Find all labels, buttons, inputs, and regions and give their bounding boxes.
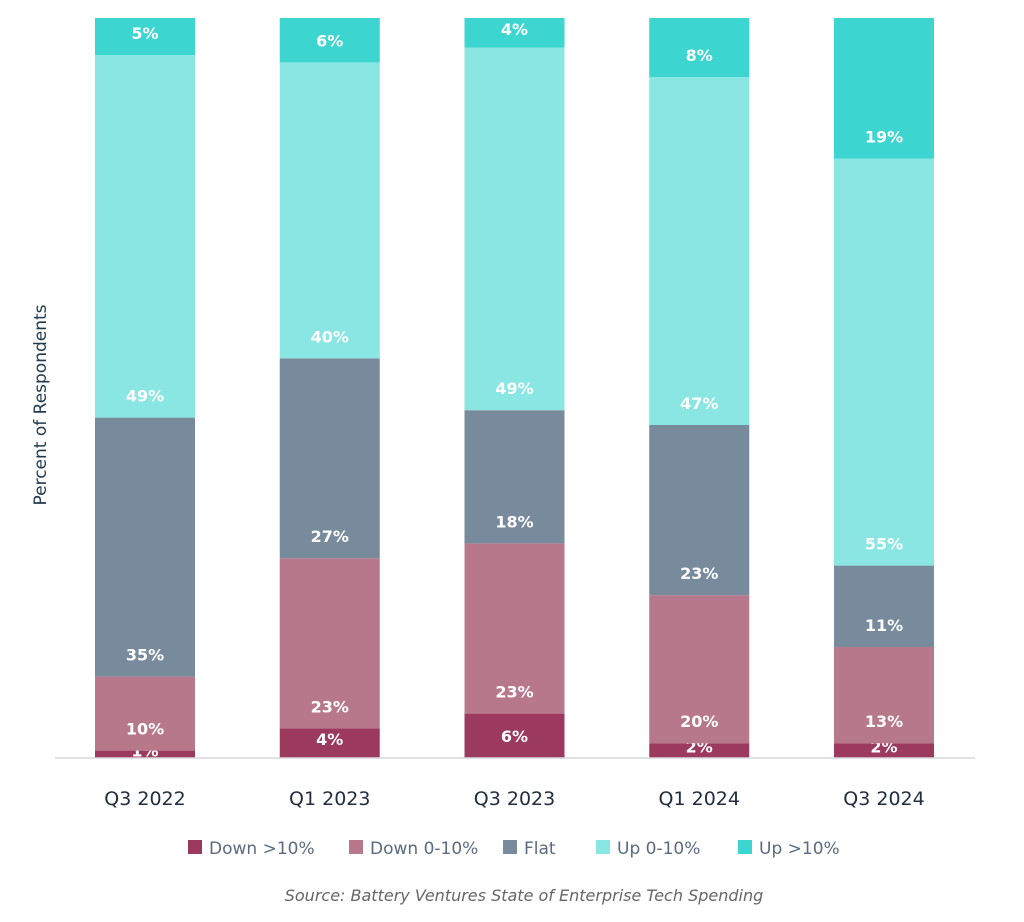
source-note: Source: Battery Ventures State of Enterp… xyxy=(285,886,764,905)
bar-segment xyxy=(95,18,195,55)
bar-segment xyxy=(464,18,565,48)
legend-swatch xyxy=(349,840,363,854)
bar-segment xyxy=(279,558,380,729)
data-label: 6% xyxy=(501,727,528,746)
x-tick-label: Q3 2024 xyxy=(843,788,924,810)
data-label: 4% xyxy=(501,20,528,39)
data-label: 40% xyxy=(311,327,349,346)
data-label: 49% xyxy=(495,379,533,398)
data-label: 5% xyxy=(131,24,158,43)
data-label: 6% xyxy=(316,31,343,50)
bar-segment xyxy=(464,410,565,544)
bar-segment xyxy=(95,676,195,751)
x-tick-label: Q3 2022 xyxy=(104,788,185,810)
bar-segment xyxy=(834,158,934,566)
bar-segment xyxy=(834,565,934,647)
legend-swatch xyxy=(503,840,517,854)
legend-entry: Up 0-10% xyxy=(617,839,700,859)
data-label: 18% xyxy=(495,512,533,531)
data-label: 35% xyxy=(126,646,164,665)
data-label: 4% xyxy=(316,730,343,749)
bar-segment xyxy=(279,728,380,758)
bar-segment xyxy=(834,647,934,744)
data-label: 8% xyxy=(686,46,713,65)
bar-segment xyxy=(649,743,750,758)
x-tick-label: Q1 2023 xyxy=(289,788,370,810)
data-label: 47% xyxy=(680,394,718,413)
data-label: 23% xyxy=(680,564,718,583)
legend-entry: Flat xyxy=(524,839,556,859)
bar-segment xyxy=(834,743,934,758)
bar-segment xyxy=(279,18,380,63)
legend-swatch xyxy=(188,840,202,854)
bar-segment xyxy=(464,543,565,714)
bar-segment xyxy=(649,425,750,596)
bar-segment xyxy=(649,77,750,425)
data-label: 20% xyxy=(680,712,718,731)
data-label: 55% xyxy=(865,535,903,554)
data-label: 11% xyxy=(865,616,903,635)
bar-segment xyxy=(95,750,195,758)
bar-segment xyxy=(464,47,565,411)
legend-swatch xyxy=(738,840,752,854)
y-axis-label: Percent of Respondents xyxy=(31,304,51,505)
x-tick-label: Q3 2023 xyxy=(474,788,555,810)
legend-entry: Down 0-10% xyxy=(370,839,478,859)
data-label: 23% xyxy=(311,697,349,716)
x-tick-label: Q1 2024 xyxy=(659,788,740,810)
bar-segment xyxy=(834,18,934,159)
data-label: 19% xyxy=(865,128,903,147)
bar-segment xyxy=(649,595,750,744)
data-label: 49% xyxy=(126,387,164,406)
bar-segment xyxy=(279,358,380,559)
bar-segment xyxy=(95,55,195,418)
data-label: 13% xyxy=(865,712,903,731)
bar-segment xyxy=(95,417,195,677)
legend-entry: Down >10% xyxy=(209,839,315,859)
legend-entry: Up >10% xyxy=(759,839,840,859)
legend-swatch xyxy=(596,840,610,854)
data-label: 10% xyxy=(126,720,164,739)
data-label: 23% xyxy=(495,683,533,702)
bar-segment xyxy=(279,62,380,359)
bar-segment xyxy=(649,18,750,78)
data-label: 27% xyxy=(311,527,349,546)
bar-segment xyxy=(464,713,565,758)
